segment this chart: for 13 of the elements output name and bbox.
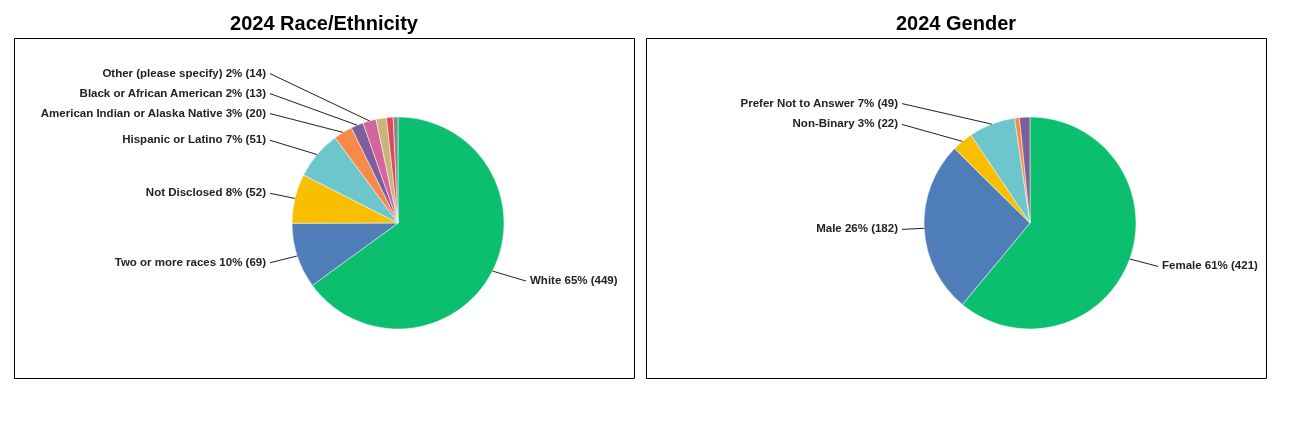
chart-title: 2024 Race/Ethnicity xyxy=(230,12,419,34)
slice-label: Hispanic or Latino 7% (51) xyxy=(122,133,267,146)
slice-label: Male 26% (182) xyxy=(816,222,899,235)
slice-label: Female 61% (421) xyxy=(1162,259,1259,272)
slice-label: Black or African American 2% (13) xyxy=(79,86,267,99)
slice-label: Other (please specify) 2% (14) xyxy=(102,66,267,79)
slice-label: Prefer Not to Answer 7% (49) xyxy=(740,96,899,109)
slice-label: Non-Binary 3% (22) xyxy=(792,117,899,130)
slice-label: White 65% (449) xyxy=(530,274,618,287)
slice-label: Not Disclosed 8% (52) xyxy=(145,186,267,199)
slice-label: Two or more races 10% (69) xyxy=(114,255,267,268)
chart-title: 2024 Gender xyxy=(895,12,1017,34)
slice-label: American Indian or Alaska Native 3% (20) xyxy=(40,106,267,119)
